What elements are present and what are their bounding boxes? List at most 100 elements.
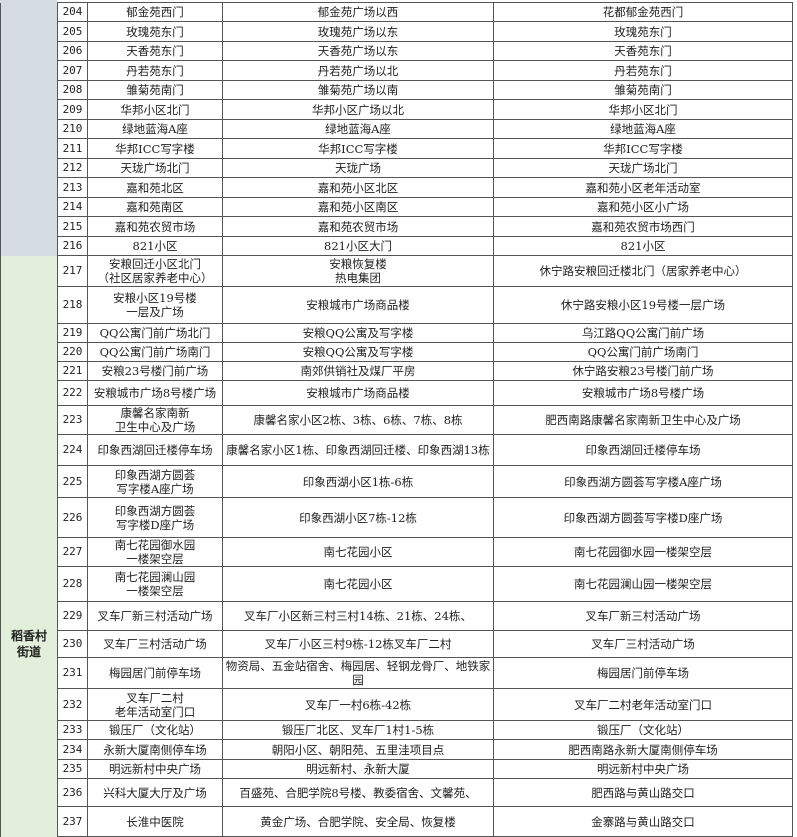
site-address: QQ公寓门前广场南门 — [493, 342, 793, 362]
row-number: 234 — [57, 739, 88, 760]
service-area: 天珑广场 — [222, 158, 494, 178]
table-row: 231 梅园居门前停车场 物资局、五金站宿舍、梅园居、轻钢龙骨厂、地铁家园 梅园居门前… — [1, 657, 793, 689]
row-number: 207 — [57, 60, 88, 81]
table-row: 227 南七花园御水园 一楼架空层 南七花园小区 南七花园御水园一楼架空层 — [1, 537, 793, 567]
group-cell-top — [0, 0, 57, 3]
service-area: 华邦小区广场以北 — [222, 99, 494, 120]
site-address: 肥西路与黄山路交口 — [493, 778, 793, 807]
table-row: 226 印象西湖方圆荟 写字楼D座广场 印象西湖小区7栋-12栋 印象西湖方圆荟写字楼… — [1, 497, 793, 538]
row-number: 222 — [57, 380, 88, 406]
table-row: 232 叉车厂二村 老年活动室门口 叉车厂一村6栋-42栋 叉车厂二村老年活动室门口 — [1, 688, 793, 721]
site-address: 821小区 — [493, 236, 793, 256]
service-area: 南七花园小区 — [222, 537, 494, 567]
site-address: 嘉和苑小区老年活动室 — [493, 177, 793, 198]
site-name: 叉车厂二村 老年活动室门口 — [87, 688, 223, 721]
row-number: 209 — [57, 99, 88, 120]
site-name: 梅园居门前停车场 — [87, 657, 223, 689]
service-area: 百盛苑、合肥学院8号楼、教委宿舍、文馨苑、 — [222, 778, 494, 807]
site-name: 丹若苑东门 — [87, 60, 223, 81]
site-address: 花都郁金苑西门 — [493, 2, 793, 22]
service-area: 安粮城市广场商品楼 — [222, 286, 494, 324]
service-area: 华邦ICC写字楼 — [222, 138, 494, 159]
row-number: 219 — [57, 323, 88, 343]
row-number: 226 — [57, 497, 88, 538]
service-area: 安粮恢复楼 热电集团 — [222, 255, 494, 287]
table-row: 204 郁金苑西门 郁金苑广场以西 花都郁金苑西门 — [0, 2, 793, 256]
service-area: 南七花园小区 — [222, 566, 494, 602]
service-area: 明远新村、永新大厦 — [222, 759, 494, 779]
site-name: 永新大厦南侧停车场 — [87, 739, 223, 760]
service-area: 叉车厂小区三村9栋-12栋叉车厂二村 — [222, 630, 494, 658]
service-area: 雏菊苑广场以南 — [222, 80, 494, 100]
service-area: 印象西湖小区1栋-6栋 — [222, 465, 494, 498]
site-name: 安粮小区19号楼 一层及广场 — [87, 286, 223, 324]
site-name: QQ公寓门前广场南门 — [87, 342, 223, 362]
row-number: 225 — [57, 465, 88, 498]
site-address: 肥西南路康馨名家南新卫生中心及广场 — [493, 405, 793, 435]
table-row: 228 南七花园澜山园 一楼架空层 南七花园小区 南七花园澜山园一楼架空层 — [1, 566, 793, 602]
site-address: 梅园居门前停车场 — [493, 657, 793, 689]
row-number: 205 — [57, 21, 88, 42]
site-name: 南七花园澜山园 一楼架空层 — [87, 566, 223, 602]
service-area: 嘉和苑小区南区 — [222, 197, 494, 217]
district-group-cell — [0, 2, 58, 256]
site-name: 嘉和苑北区 — [87, 177, 223, 198]
service-area: 印象西湖小区7栋-12栋 — [222, 497, 494, 538]
row-number: 216 — [57, 236, 88, 256]
site-name: 郁金苑西门 — [87, 2, 223, 22]
site-address: 南七花园澜山园一楼架空层 — [493, 566, 793, 602]
table-row: 218 安粮小区19号楼 一层及广场 安粮城市广场商品楼 休宁路安粮小区19号楼一层广… — [1, 286, 793, 324]
row-number: 218 — [57, 286, 88, 324]
table-row: 236 兴科大厦大厅及广场 百盛苑、合肥学院8号楼、教委宿舍、文馨苑、 肥西路与黄山路… — [1, 778, 793, 807]
site-name: 安粮城市广场8号楼广场 — [87, 380, 223, 406]
table-row: 219 QQ公寓门前广场北门 安粮QQ公寓及写字楼 乌江路QQ公寓门前广场 — [1, 323, 793, 343]
service-area: 南郊供销社及煤厂平房 — [222, 361, 494, 381]
site-name: 安粮23号楼门前广场 — [87, 361, 223, 381]
site-name: 锻压厂（文化站） — [87, 720, 223, 740]
site-address: 休宁路安粮23号楼门前广场 — [493, 361, 793, 381]
row-number: 220 — [57, 342, 88, 362]
row-number: 215 — [57, 216, 88, 237]
row-number: 236 — [57, 778, 88, 807]
row-number: 224 — [57, 434, 88, 466]
table-row: 222 安粮城市广场8号楼广场 安粮城市广场商品楼 安粮城市广场8号楼广场 — [1, 380, 793, 406]
site-name: 印象西湖方圆荟 写字楼D座广场 — [87, 497, 223, 538]
table-row: 206 天香苑东门 天香苑广场以东 天香苑东门 — [1, 41, 793, 61]
service-area: 朝阳小区、朝阳苑、五里洼项目点 — [222, 739, 494, 760]
site-address: 绿地蓝海A座 — [493, 119, 793, 139]
service-area: 821小区大门 — [222, 236, 494, 256]
site-name: 安粮回迁小区北门 （社区居家养老中心） — [87, 255, 223, 287]
row-number: 206 — [57, 41, 88, 61]
site-name: 南七花园御水园 一楼架空层 — [87, 537, 223, 567]
service-area: 安粮城市广场商品楼 — [222, 380, 494, 406]
site-address: 天香苑东门 — [493, 41, 793, 61]
row-number: 230 — [57, 630, 88, 658]
table-row: 215 嘉和苑农贸市场 嘉和苑农贸市场 嘉和苑农贸市场西门 — [1, 216, 793, 237]
site-address: 叉车厂三村活动广场 — [493, 630, 793, 658]
district-label: 稻香村 街道 — [10, 628, 47, 659]
site-address: 华邦小区北门 — [493, 99, 793, 120]
table-row: 212 天珑广场北门 天珑广场 天珑广场北门 — [1, 158, 793, 178]
row-number: 229 — [57, 601, 88, 631]
table-row: 214 嘉和苑南区 嘉和苑小区南区 嘉和苑小区小广场 — [1, 197, 793, 217]
table-row: 223 康馨名家南新 卫生中心及广场 康馨名家小区2栋、3栋、6栋、7栋、8栋 肥西南… — [1, 405, 793, 435]
service-area: 叉车厂小区新三村三村14栋、21栋、24栋、 — [222, 601, 494, 631]
site-address: 叉车厂新三村活动广场 — [493, 601, 793, 631]
site-name: QQ公寓门前广场北门 — [87, 323, 223, 343]
table-row: 220 QQ公寓门前广场南门 安粮QQ公寓及写字楼 QQ公寓门前广场南门 — [1, 342, 793, 362]
row-number: 237 — [57, 806, 88, 837]
table-row: 229 叉车厂新三村活动广场 叉车厂小区新三村三村14栋、21栋、24栋、 叉车厂新三… — [1, 601, 793, 631]
row-number: 214 — [57, 197, 88, 217]
site-address: 明远新村中央广场 — [493, 759, 793, 779]
row-number: 221 — [57, 361, 88, 381]
service-area: 黄金广场、合肥学院、安全局、恢复楼 — [222, 806, 494, 837]
site-address: 华邦ICC写字楼 — [493, 138, 793, 159]
site-address: 印象西湖方圆荟写字楼D座广场 — [493, 497, 793, 538]
table-row: 233 锻压厂（文化站） 锻压厂北区、叉车厂1村1-5栋 锻压厂（文化站） — [1, 720, 793, 740]
site-address: 嘉和苑小区小广场 — [493, 197, 793, 217]
row-number: 208 — [57, 80, 88, 100]
table-row: 205 玫瑰苑东门 玫瑰苑广场以东 玫瑰苑东门 — [1, 21, 793, 42]
site-address: 南七花园御水园一楼架空层 — [493, 537, 793, 567]
site-address: 天珑广场北门 — [493, 158, 793, 178]
